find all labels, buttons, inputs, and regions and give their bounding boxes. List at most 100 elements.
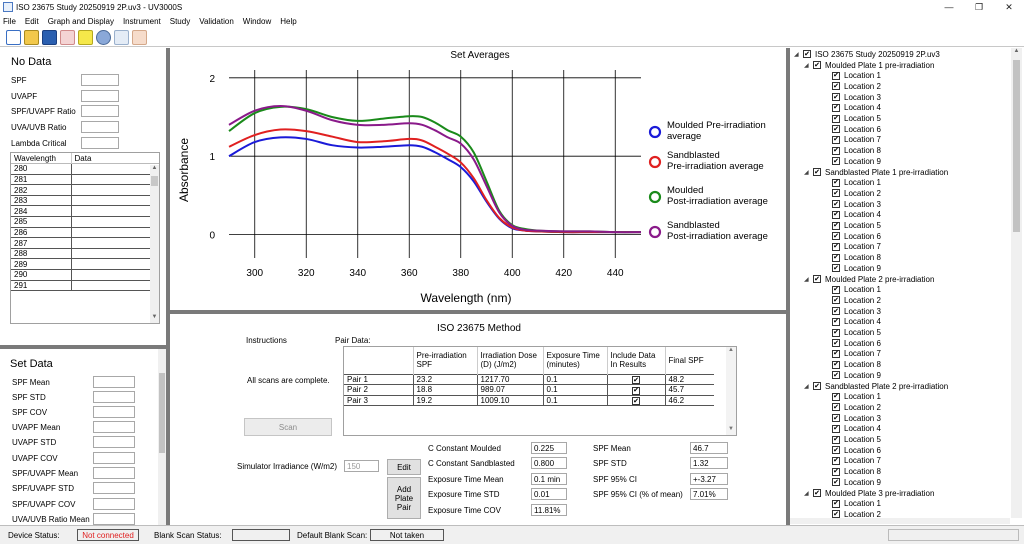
left-horizontal-splitter[interactable]	[0, 345, 166, 349]
tree-item-location[interactable]: ✔ Location 3	[823, 92, 881, 103]
tree-checkbox[interactable]: ✔	[832, 392, 840, 401]
table-row[interactable]: 282	[11, 184, 159, 196]
new-file-icon[interactable]	[6, 30, 21, 45]
expand-triangle-icon[interactable]: ◢	[804, 490, 809, 497]
expand-triangle-icon[interactable]: ◢	[804, 62, 809, 69]
tree-checkbox[interactable]: ✔	[832, 221, 840, 230]
scroll-thumb[interactable]	[151, 176, 158, 186]
menu-edit[interactable]: Edit	[24, 17, 39, 26]
tree-checkbox[interactable]: ✔	[832, 200, 840, 209]
tree-checkbox[interactable]: ✔	[832, 103, 840, 112]
tree-checkbox[interactable]: ✔	[832, 424, 840, 433]
expand-triangle-icon[interactable]: ◢	[794, 51, 799, 58]
tree-checkbox[interactable]: ✔	[832, 125, 840, 134]
tree-item-location[interactable]: ✔ Location 4	[823, 210, 881, 221]
table-row[interactable]: 280	[11, 163, 159, 175]
tree-checkbox[interactable]: ✔	[832, 349, 840, 358]
menu-window[interactable]: Window	[242, 17, 272, 26]
grid-scrollbar[interactable]: ▲ ▼	[150, 165, 159, 323]
study-tree[interactable]: ◢ ✔ ISO 23675 Study 20250919 2P.uv3 ◢ ✔ Mould…	[790, 48, 1008, 518]
wavelength-grid[interactable]: Wavelength Data 280 281 282 283 284 285 …	[10, 152, 160, 324]
tree-item-location[interactable]: ✔ Location 8	[823, 145, 881, 156]
restore-icon[interactable]: ❐	[974, 1, 984, 12]
tree-item-location[interactable]: ✔ Location 9	[823, 477, 881, 488]
uvapf-mean-field[interactable]	[93, 421, 135, 433]
settings-gear-icon[interactable]	[96, 30, 111, 45]
scroll-up-arrow-icon[interactable]: ▲	[728, 347, 734, 353]
close-icon[interactable]: ✕	[1005, 1, 1013, 12]
tree-item-location[interactable]: ✔ Location 1	[823, 284, 881, 295]
menu-validation[interactable]: Validation	[199, 17, 234, 26]
scroll-down-arrow-icon[interactable]: ▼	[151, 314, 158, 320]
lambda-critical-field[interactable]	[81, 137, 119, 149]
hand-icon[interactable]	[132, 30, 147, 45]
tree-item-location[interactable]: ✔ Location 1	[823, 70, 881, 81]
left-splitter[interactable]	[166, 48, 170, 525]
tree-checkbox[interactable]: ✔	[803, 50, 811, 59]
tree-item-location[interactable]: ✔ Location 1	[823, 498, 881, 509]
tree-checkbox[interactable]: ✔	[832, 285, 840, 294]
tree-item-location[interactable]: ✔ Location 5	[823, 327, 881, 338]
spf-uvapf-cov-field[interactable]	[93, 498, 135, 510]
table-row[interactable]: 287	[11, 237, 159, 249]
tree-item-location[interactable]: ✔ Location 6	[823, 338, 881, 349]
tree-checkbox[interactable]: ✔	[832, 264, 840, 273]
table-row[interactable]: 291	[11, 280, 159, 291]
tree-item-location[interactable]: ✔ Location 8	[823, 252, 881, 263]
tree-horizontal-scrollbar[interactable]	[790, 518, 1010, 524]
table-row[interactable]: Pair 2 18.8 989.07 0.1 ✔ 45.7	[344, 384, 714, 396]
tree-checkbox[interactable]: ✔	[832, 253, 840, 262]
tree-group-plate[interactable]: ◢ ✔ Moulded Plate 2 pre-irradiation	[804, 274, 934, 285]
save-icon[interactable]	[42, 30, 57, 45]
wavelength-column-header[interactable]: Wavelength	[11, 153, 72, 164]
data-column-header[interactable]: Data	[74, 153, 92, 163]
spf-std-field[interactable]	[93, 391, 135, 403]
include-checkbox-cell[interactable]: ✔	[607, 395, 666, 406]
tree-checkbox[interactable]: ✔	[813, 489, 821, 498]
spf-mean-result-field[interactable]: 46.7	[690, 442, 728, 454]
spf-uvapf-std-field[interactable]	[93, 482, 135, 494]
tree-item-location[interactable]: ✔ Location 7	[823, 135, 881, 146]
pair-table-scrollbar[interactable]: ▲ ▼	[726, 347, 736, 435]
tree-checkbox[interactable]: ✔	[832, 307, 840, 316]
table-row[interactable]: 290	[11, 269, 159, 281]
set-data-scrollbar[interactable]	[158, 349, 166, 525]
copy-icon[interactable]	[114, 30, 129, 45]
c-constant-moulded-field[interactable]: 0.225	[531, 442, 567, 454]
tree-item-location[interactable]: ✔ Location 2	[823, 402, 881, 413]
spf-field[interactable]	[81, 74, 119, 86]
right-splitter[interactable]	[786, 48, 790, 525]
open-folder-icon[interactable]	[24, 30, 39, 45]
scroll-thumb[interactable]	[159, 373, 165, 453]
tree-root-study[interactable]: ◢ ✔ ISO 23675 Study 20250919 2P.uv3	[794, 49, 940, 60]
center-horizontal-splitter[interactable]	[170, 310, 788, 314]
tree-item-location[interactable]: ✔ Location 9	[823, 156, 881, 167]
tree-checkbox[interactable]: ✔	[813, 382, 821, 391]
exposure-time-mean-field[interactable]: 0.1 min	[531, 473, 567, 485]
tree-checkbox[interactable]: ✔	[832, 146, 840, 155]
table-row[interactable]: 283	[11, 195, 159, 206]
tree-item-location[interactable]: ✔ Location 1	[823, 391, 881, 402]
tree-item-location[interactable]: ✔ Location 8	[823, 359, 881, 370]
tree-group-plate[interactable]: ◢ ✔ Moulded Plate 1 pre-irradiation	[804, 60, 934, 71]
scroll-up-arrow-icon[interactable]: ▲	[151, 165, 158, 171]
pair-data-table[interactable]: Pre-irradiation SPF Irradiation Dose (D)…	[343, 346, 737, 436]
include-checkbox[interactable]: ✔	[632, 386, 640, 395]
tree-group-plate[interactable]: ◢ ✔ Sandblasted Plate 2 pre-irradiation	[804, 381, 948, 392]
scroll-up-arrow-icon[interactable]: ▲	[1013, 48, 1020, 54]
tree-item-location[interactable]: ✔ Location 2	[823, 81, 881, 92]
uva-uvb-ratio-field[interactable]	[81, 121, 119, 133]
spf-mean-field[interactable]	[93, 376, 135, 388]
table-row[interactable]: 288	[11, 248, 159, 259]
tree-checkbox[interactable]: ✔	[832, 114, 840, 123]
spf-std-result-field[interactable]: 1.32	[690, 457, 728, 469]
expand-triangle-icon[interactable]: ◢	[804, 169, 809, 176]
add-plate-pair-button[interactable]: Add Plate Pair	[387, 477, 421, 519]
tree-item-location[interactable]: ✔ Location 6	[823, 124, 881, 135]
spf-uvapf-ratio-field[interactable]	[81, 105, 119, 117]
table-row[interactable]: 284	[11, 205, 159, 217]
tree-checkbox[interactable]: ✔	[813, 168, 821, 177]
tree-item-location[interactable]: ✔ Location 4	[823, 424, 881, 435]
tree-checkbox[interactable]: ✔	[832, 317, 840, 326]
tree-item-location[interactable]: ✔ Location 3	[823, 306, 881, 317]
